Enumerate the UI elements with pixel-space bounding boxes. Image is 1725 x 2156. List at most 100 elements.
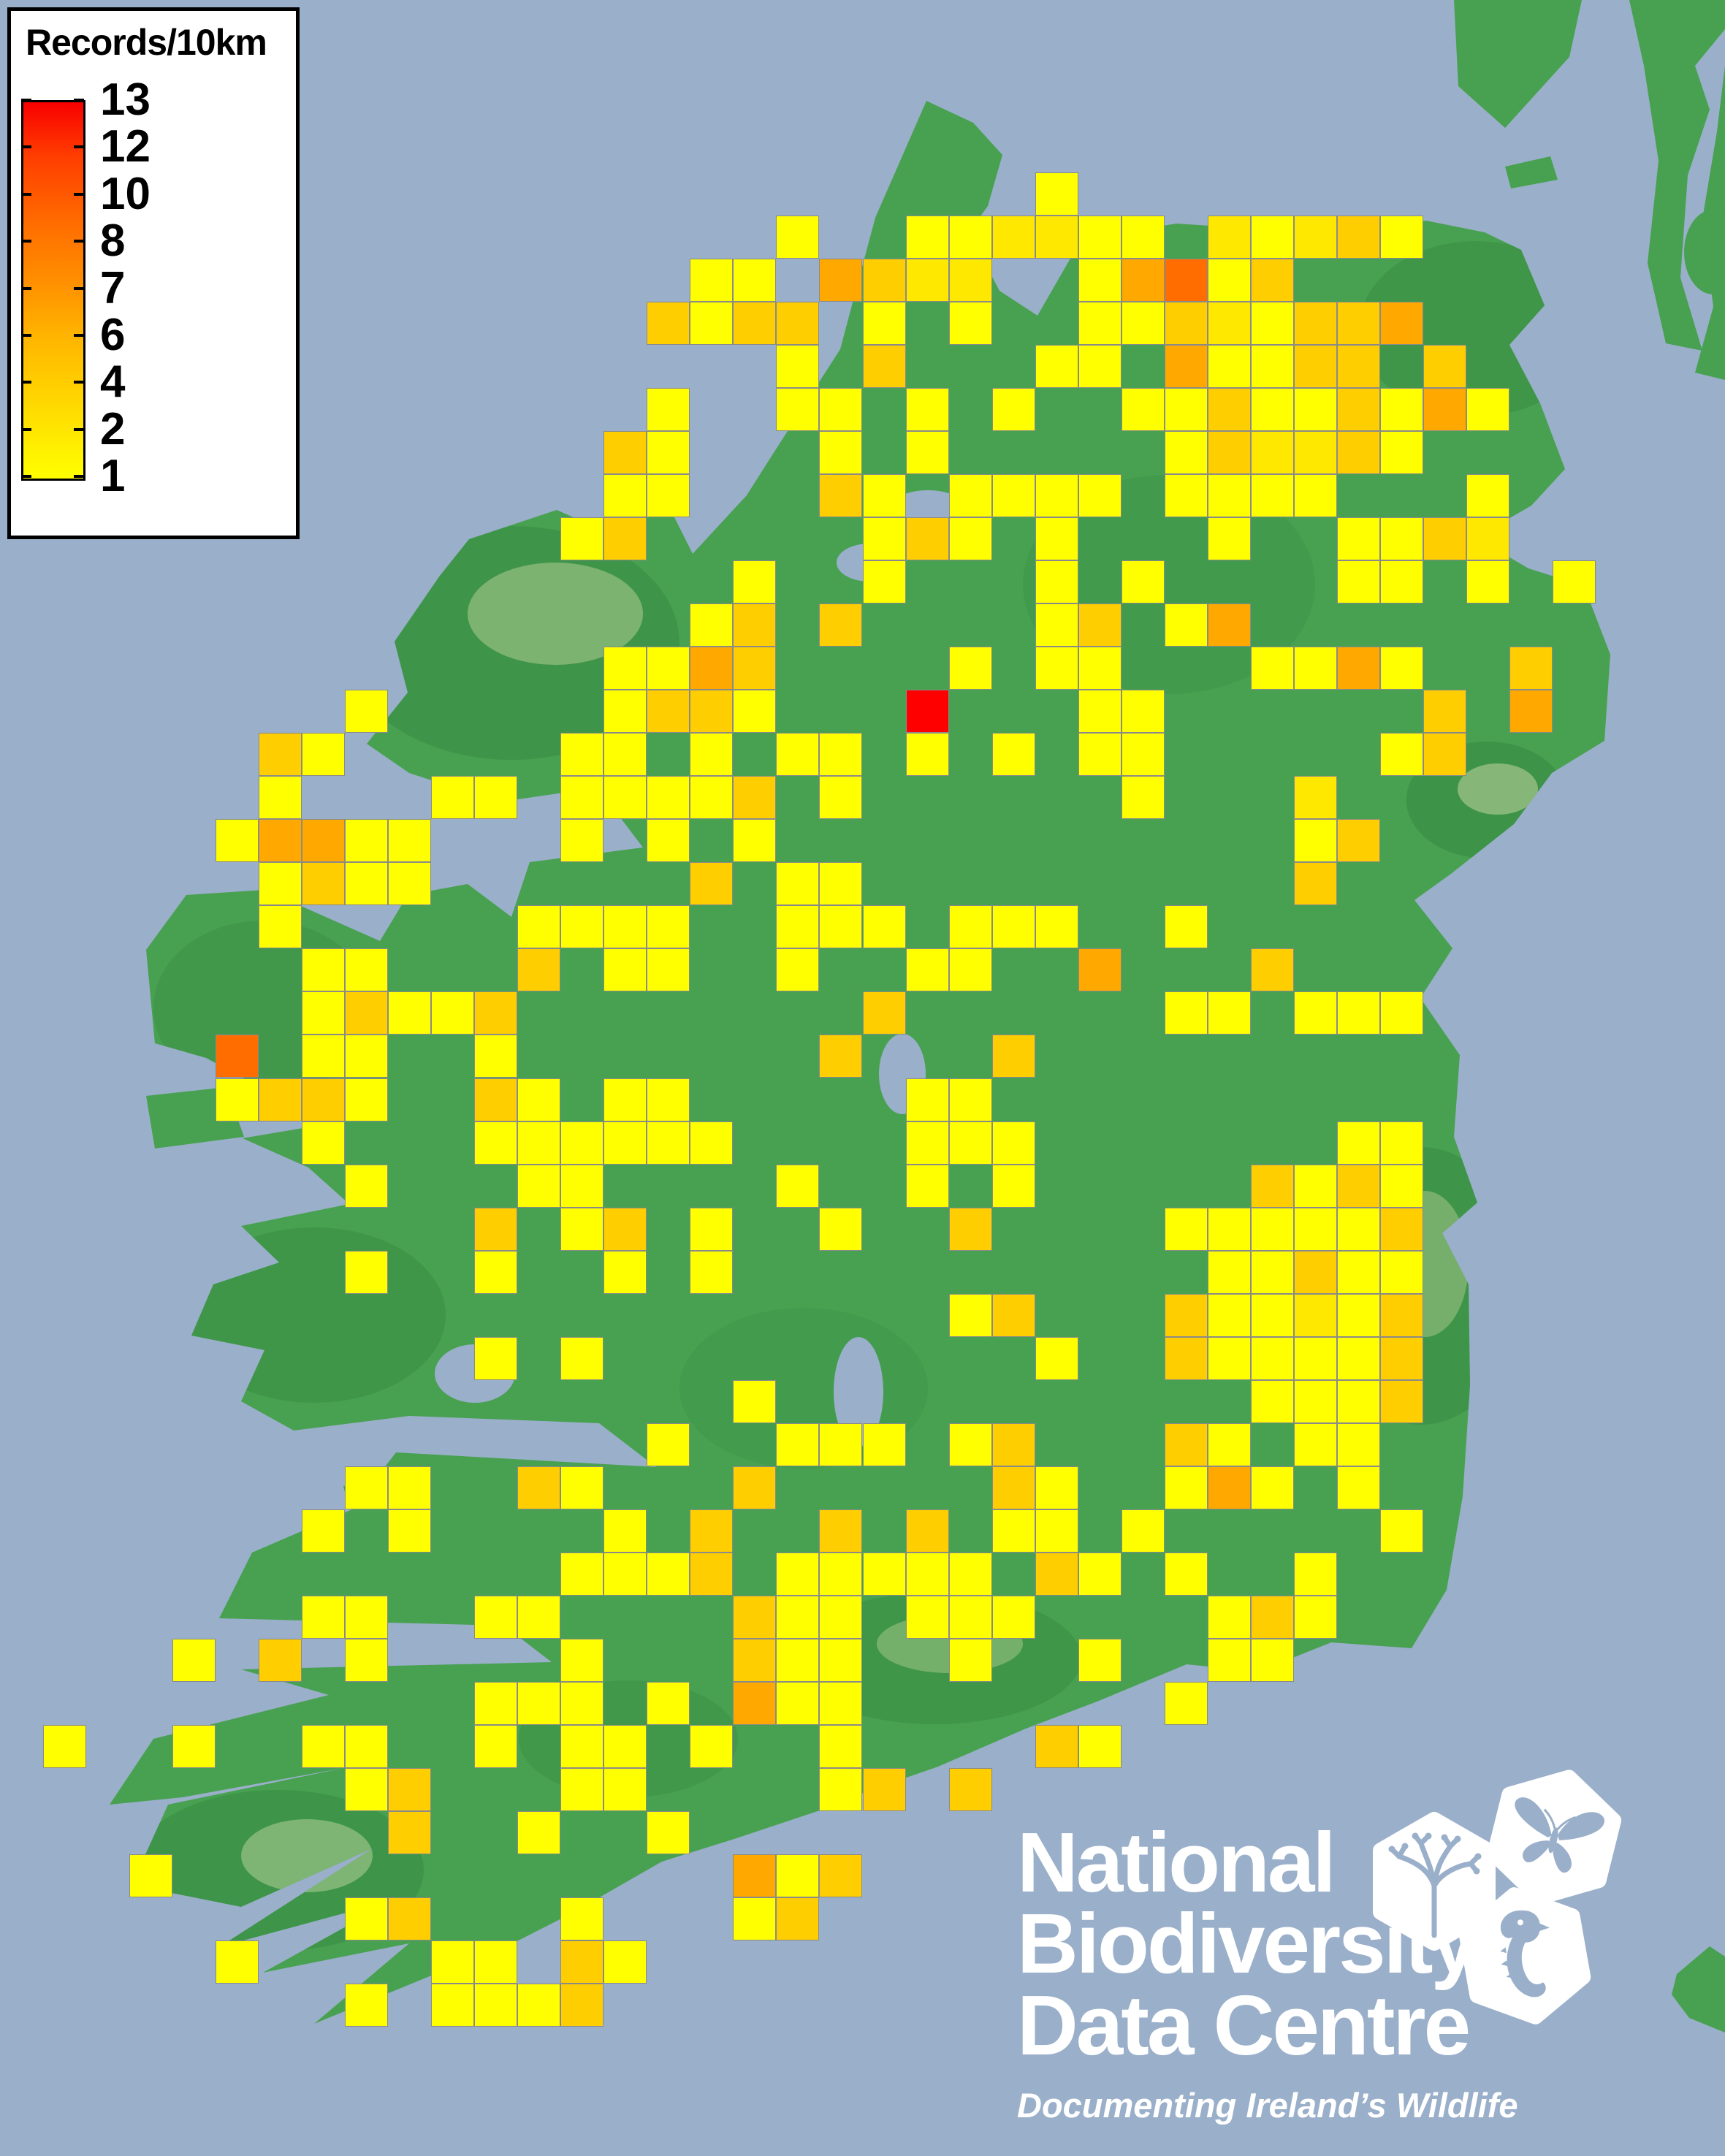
grid-cell xyxy=(991,1466,1035,1509)
legend-tick xyxy=(21,145,31,149)
grid-cell xyxy=(1035,647,1078,690)
grid-cell xyxy=(259,1078,302,1121)
legend-tick xyxy=(74,333,84,337)
grid-cell xyxy=(948,1207,992,1251)
grid-cell xyxy=(647,431,690,475)
grid-cell xyxy=(1250,1595,1294,1639)
logo-line-3: Data Centre xyxy=(1017,1977,1471,2073)
grid-cell xyxy=(1423,690,1466,734)
grid-cell xyxy=(603,1250,647,1294)
grid-cell xyxy=(345,862,389,906)
grid-cell xyxy=(1035,560,1078,604)
grid-cell xyxy=(862,517,906,561)
grid-cell xyxy=(1250,948,1294,992)
grid-cell xyxy=(862,1767,906,1811)
grid-cell xyxy=(1035,1466,1078,1509)
grid-cell xyxy=(991,388,1035,432)
grid-cell xyxy=(388,819,432,863)
grid-cell xyxy=(560,1336,604,1380)
grid-cell xyxy=(948,1078,992,1121)
grid-cell xyxy=(1207,474,1251,518)
grid-cell xyxy=(1207,388,1251,432)
grid-cell xyxy=(474,776,518,820)
grid-cell xyxy=(560,1207,604,1251)
grid-cell xyxy=(1250,474,1294,518)
grid-cell xyxy=(560,1164,604,1208)
grid-cell xyxy=(1164,1466,1208,1509)
grid-cell xyxy=(1293,862,1337,906)
grid-cell xyxy=(948,517,992,561)
grid-cell xyxy=(302,1509,346,1553)
logo-line-1: National xyxy=(1017,1815,1336,1910)
grid-cell xyxy=(603,1767,647,1811)
grid-cell xyxy=(991,1164,1035,1208)
grid-cell xyxy=(819,733,863,777)
grid-cell xyxy=(302,1121,346,1165)
grid-cell xyxy=(1164,302,1208,346)
grid-cell xyxy=(819,905,863,949)
grid-cell xyxy=(1164,1293,1208,1337)
grid-cell xyxy=(474,1121,518,1165)
grid-cell xyxy=(948,1767,992,1811)
grid-cell xyxy=(647,690,690,734)
grid-cell xyxy=(948,1121,992,1165)
grid-cell xyxy=(1336,216,1380,259)
grid-cell xyxy=(647,1810,690,1854)
grid-cell xyxy=(302,1724,346,1768)
grid-cell xyxy=(905,1509,949,1553)
grid-cell xyxy=(1207,1595,1251,1639)
grid-cell xyxy=(776,1595,820,1639)
grid-cell xyxy=(1250,259,1294,302)
grid-cell xyxy=(1078,345,1122,389)
grid-cell xyxy=(474,1250,518,1294)
legend-label: 1 xyxy=(100,451,126,501)
grid-cell xyxy=(302,1078,346,1121)
grid-cell xyxy=(905,1552,949,1596)
grid-cell xyxy=(647,1121,690,1165)
grid-cell xyxy=(862,905,906,949)
grid-cell xyxy=(1293,1379,1337,1423)
grid-cell xyxy=(776,1681,820,1725)
grid-cell xyxy=(733,560,777,604)
grid-cell xyxy=(345,1035,389,1078)
grid-cell xyxy=(259,819,302,863)
grid-cell xyxy=(905,388,949,432)
grid-cell xyxy=(690,733,734,777)
grid-cell xyxy=(603,1121,647,1165)
grid-cell xyxy=(1035,1336,1078,1380)
grid-cell xyxy=(1207,603,1251,647)
grid-cell xyxy=(1379,431,1423,475)
grid-cell xyxy=(43,1724,87,1768)
grid-cell xyxy=(862,345,906,389)
grid-cell xyxy=(259,905,302,949)
grid-cell xyxy=(1379,1207,1423,1251)
grid-cell xyxy=(1293,1595,1337,1639)
grid-cell xyxy=(690,776,734,820)
grid-cell xyxy=(560,819,604,863)
grid-cell xyxy=(690,1724,734,1768)
grid-cell xyxy=(474,991,518,1035)
grid-cell xyxy=(905,690,949,734)
grid-cell xyxy=(560,733,604,777)
grid-cell xyxy=(1379,302,1423,346)
grid-cell xyxy=(603,948,647,992)
grid-cell xyxy=(733,647,777,690)
grid-cell xyxy=(1250,216,1294,259)
legend-tick xyxy=(74,427,84,431)
grid-cell xyxy=(733,1379,777,1423)
grid-cell xyxy=(1293,1336,1337,1380)
grid-cell xyxy=(1336,647,1380,690)
grid-cell xyxy=(603,517,647,561)
grid-cell xyxy=(948,302,992,346)
grid-cell xyxy=(733,1897,777,1940)
grid-cell xyxy=(1336,1250,1380,1294)
grid-cell xyxy=(1250,1336,1294,1380)
grid-cell xyxy=(1035,1509,1078,1553)
grid-cell xyxy=(1207,517,1251,561)
grid-cell xyxy=(560,1940,604,1984)
grid-cell xyxy=(1207,1336,1251,1380)
grid-cell xyxy=(776,302,820,346)
grid-cell xyxy=(1466,474,1509,518)
grid-cell xyxy=(733,1854,777,1897)
